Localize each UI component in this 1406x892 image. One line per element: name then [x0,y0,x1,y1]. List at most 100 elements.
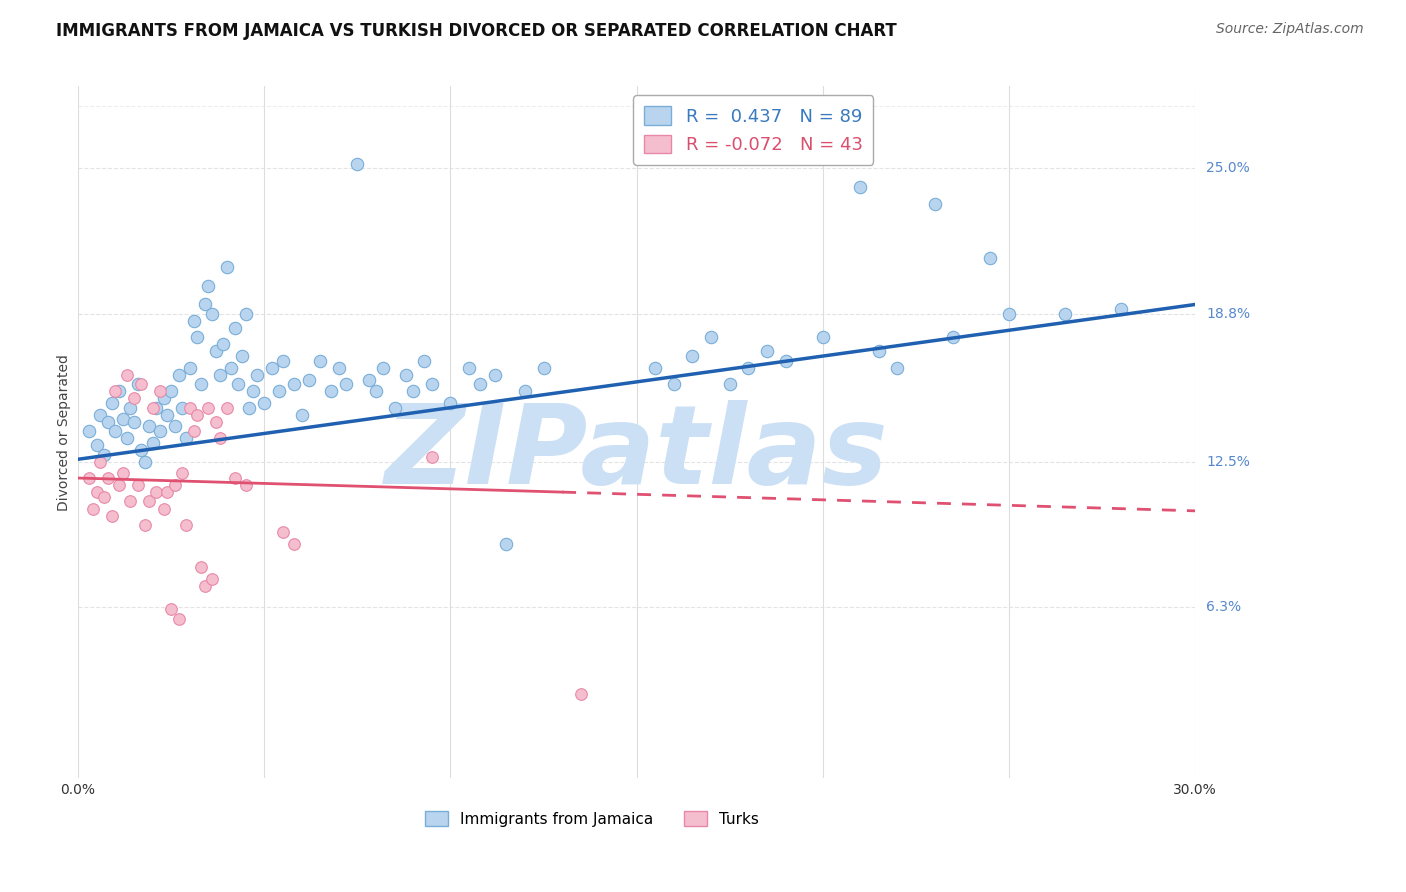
Point [283,537,305,551]
Point [269,384,291,399]
Point [219,360,242,375]
Point [138,494,160,508]
Point [149,424,172,438]
Point [131,377,153,392]
Point [145,401,167,415]
Text: ZIPatlas: ZIPatlas [385,400,889,507]
Point [886,360,908,375]
Point [700,330,723,344]
Point [212,337,235,351]
Point [108,478,131,492]
Point [208,368,231,382]
Point [82,501,104,516]
Point [194,579,217,593]
Point [197,278,219,293]
Point [201,572,224,586]
Point [120,494,142,508]
Point [235,307,257,321]
Point [174,517,197,532]
Point [513,384,536,399]
Point [104,424,127,438]
Point [298,372,321,386]
Text: IMMIGRANTS FROM JAMAICA VS TURKISH DIVORCED OR SEPARATED CORRELATION CHART: IMMIGRANTS FROM JAMAICA VS TURKISH DIVOR… [56,22,897,40]
Point [357,372,380,386]
Point [737,360,759,375]
Point [402,384,425,399]
Point [145,485,167,500]
Point [174,431,197,445]
Point [364,384,387,399]
Point [413,353,436,368]
Point [163,419,186,434]
Point [152,501,174,516]
Text: 25.0%: 25.0% [1206,161,1250,176]
Point [97,471,120,485]
Point [458,360,481,375]
Point [260,360,283,375]
Point [346,157,368,171]
Point [226,377,249,392]
Point [97,415,120,429]
Point [283,377,305,392]
Point [167,368,190,382]
Point [142,435,165,450]
Point [167,612,190,626]
Point [122,392,145,406]
Point [163,478,186,492]
Point [100,396,122,410]
Text: 12.5%: 12.5% [1206,455,1250,468]
Point [111,467,134,481]
Point [271,524,294,539]
Point [662,377,685,392]
Point [79,471,101,485]
Point [484,368,506,382]
Point [108,384,131,399]
Y-axis label: Divorced or Separated: Divorced or Separated [58,354,72,511]
Point [138,419,160,434]
Point [998,307,1021,321]
Text: 18.8%: 18.8% [1206,307,1250,321]
Point [134,454,156,468]
Point [309,353,332,368]
Point [120,401,142,415]
Point [755,344,778,359]
Point [682,349,704,363]
Point [271,353,294,368]
Point [979,251,1001,265]
Point [142,401,165,415]
Point [160,384,183,399]
Point [238,401,260,415]
Point [122,415,145,429]
Point [231,349,253,363]
Point [134,517,156,532]
Point [86,485,108,500]
Point [224,471,246,485]
Point [183,424,205,438]
Point [868,344,890,359]
Point [384,401,406,415]
Point [208,431,231,445]
Point [190,377,212,392]
Point [131,442,153,457]
Point [849,180,872,194]
Point [172,401,194,415]
Point [156,408,179,422]
Point [644,360,666,375]
Point [495,537,517,551]
Point [186,408,208,422]
Text: 6.3%: 6.3% [1206,600,1241,614]
Point [179,401,201,415]
Point [775,353,797,368]
Legend: Immigrants from Jamaica, Turks: Immigrants from Jamaica, Turks [419,805,765,833]
Point [420,377,443,392]
Point [79,424,101,438]
Point [183,314,205,328]
Point [149,384,172,399]
Point [160,602,183,616]
Point [924,196,946,211]
Point [395,368,418,382]
Point [224,321,246,335]
Point [718,377,741,392]
Point [152,392,174,406]
Point [111,412,134,426]
